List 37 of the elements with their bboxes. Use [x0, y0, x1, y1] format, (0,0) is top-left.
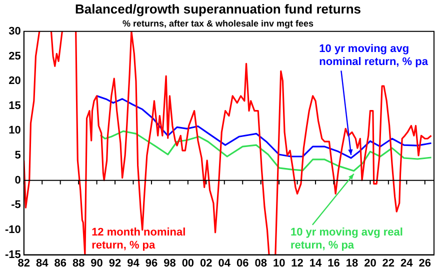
x-tick-label: 94 — [127, 257, 140, 270]
chart-subtitle: % returns, after tax & wholesale inv mgt fees — [122, 18, 314, 28]
x-tick-label: 08 — [254, 257, 267, 270]
x-tick-label: 82 — [18, 257, 30, 270]
y-tick-label: 5 — [14, 150, 21, 162]
series-label: 12 month nominal return, % pa — [92, 226, 186, 252]
x-tick-label: 16 — [328, 257, 340, 270]
x-tick-label: 90 — [90, 257, 103, 270]
y-tick-label: 25 — [8, 50, 21, 62]
chart-title: Balanced/growth superannuation fund returns — [74, 1, 362, 16]
x-tick-label: 22 — [382, 257, 395, 270]
y-tick-label: 20 — [8, 75, 21, 88]
x-tick-label: 86 — [54, 257, 66, 270]
x-tick-label: 14 — [309, 257, 323, 270]
text: 10 yr moving avg real return, % pa — [290, 226, 403, 252]
x-tick-label: 02 — [200, 257, 212, 270]
y-tick-label: 15 — [8, 100, 21, 112]
x-tick-label: 12 — [291, 257, 304, 270]
y-tick-label: 0 — [14, 174, 21, 186]
x-tick-label: 06 — [236, 257, 249, 270]
x-tick-label: 18 — [346, 257, 358, 270]
x-tick-label: 10 — [272, 257, 286, 270]
x-tick-label: 92 — [108, 257, 122, 270]
y-tick-label: 30 — [8, 25, 21, 38]
x-tick-label: 00 — [182, 257, 194, 270]
x-tick-label: 98 — [164, 257, 176, 270]
x-tick-label: 20 — [364, 257, 376, 270]
text: 10 yr moving avg nominal return, % pa — [319, 43, 429, 68]
x-tick-label: 26 — [418, 257, 432, 270]
y-tick-label: 10 — [8, 124, 21, 137]
x-tick-label: 96 — [145, 257, 158, 270]
x-tick-label: 04 — [218, 257, 232, 270]
x-tick-label: 84 — [36, 257, 50, 270]
x-tick-label: 24 — [400, 257, 414, 270]
y-tick-label: -5 — [11, 199, 21, 212]
y-tick-label: -10 — [4, 224, 21, 236]
x-tick-label: 88 — [72, 257, 85, 270]
